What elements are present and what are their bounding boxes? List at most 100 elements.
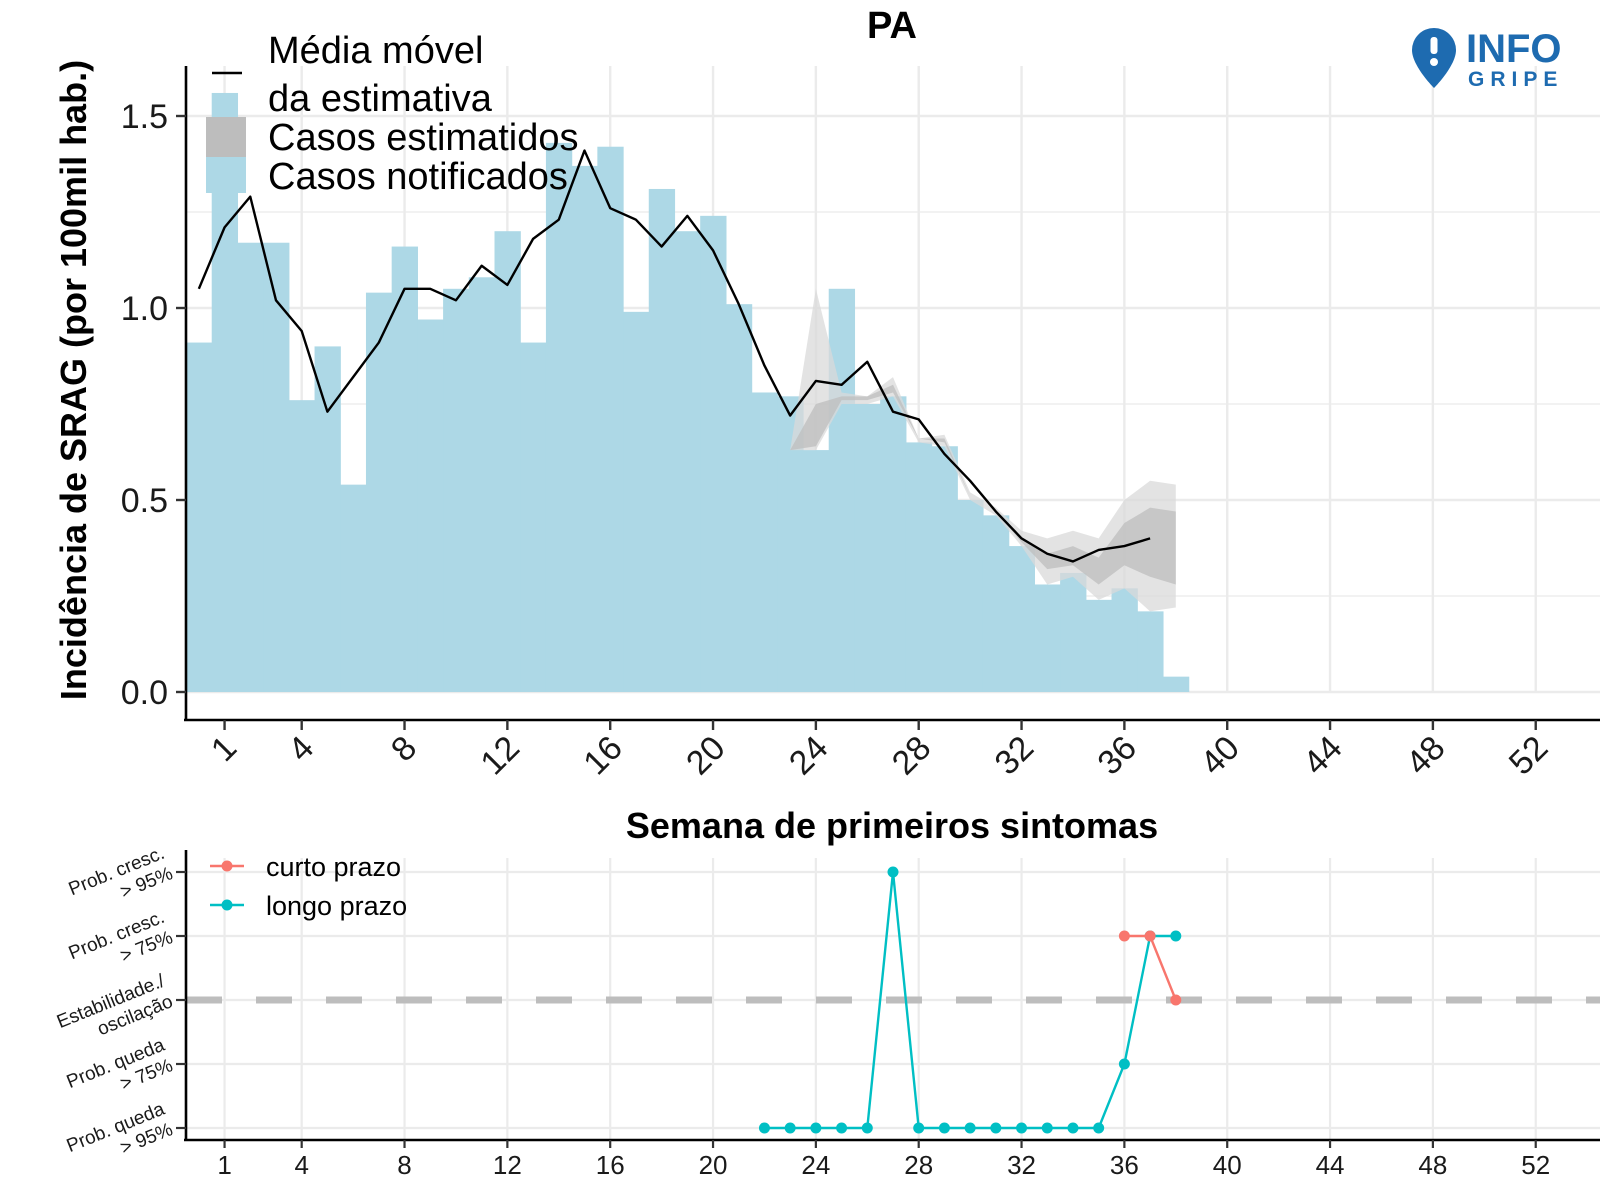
x-tick-label: 52 [1502, 729, 1556, 783]
notified-bar [520, 342, 547, 692]
trend-x-tick-label: 16 [596, 1150, 625, 1180]
notified-bar [186, 342, 213, 692]
trend-panel-background [186, 858, 1600, 1128]
trend-x-tick-label: 32 [1007, 1150, 1036, 1180]
trend-point [1118, 1058, 1130, 1070]
x-axis-label: Semana de primeiros sintomas [626, 805, 1158, 846]
x-tick-label: 20 [679, 729, 733, 783]
notified-bar [674, 231, 701, 692]
trend-legend: curto prazo longo prazo [210, 852, 407, 921]
trend-x-tick-label: 12 [493, 1150, 522, 1180]
legend-long-term-key [221, 899, 233, 911]
trend-x-tick-label: 44 [1316, 1150, 1345, 1180]
incidence-legend: Média móvel da estimativa Casos estimati… [206, 30, 578, 198]
notified-bar [854, 404, 881, 692]
moving-average-path [197, 149, 1151, 563]
notified-bar [905, 442, 933, 692]
notified-bar [365, 292, 393, 692]
trend-grid [186, 858, 1600, 1140]
y-axis-label: Incidência de SRAG (por 100mil hab.) [53, 60, 94, 700]
trend-point [990, 1122, 1002, 1134]
notified-bar [1060, 572, 1087, 692]
x-tick-label: 1 [204, 729, 244, 769]
notified-bar [623, 311, 650, 692]
notified-bar [314, 346, 341, 692]
y-tick-label: 1.0 [121, 290, 168, 328]
trend-x-tick-label: 28 [904, 1150, 933, 1180]
y-tick-label: 0.0 [121, 674, 168, 712]
trend-y-tick-label: Prob. queda> 95% [64, 1099, 176, 1159]
legend-moving-average-label-2: da estimativa [268, 78, 493, 120]
exclamation-icon [1430, 37, 1438, 54]
notified-bar [417, 319, 444, 692]
trend-point [758, 1122, 770, 1134]
trend-x-tick-label: 20 [699, 1150, 728, 1180]
trend-x-tick-label: 52 [1521, 1150, 1550, 1180]
notified-bar [571, 165, 598, 693]
trend-point [1067, 1122, 1079, 1134]
y-tick-label: 0.5 [121, 482, 168, 520]
x-tick-label: 16 [576, 729, 630, 783]
notified-bar [545, 142, 573, 692]
notified-bar [494, 231, 521, 692]
x-tick-label: 36 [1090, 729, 1144, 783]
trend-x-tick-label: 40 [1213, 1150, 1242, 1180]
incidence-axes [176, 66, 1600, 730]
x-tick-label: 4 [281, 729, 321, 769]
trend-point [1118, 930, 1130, 942]
notified-bar [340, 484, 367, 692]
notified-bar [468, 277, 496, 692]
trend-point [887, 866, 899, 878]
notified-bar [957, 500, 984, 692]
notified-bar [391, 246, 418, 692]
notified-bar [1111, 588, 1138, 692]
notified-bar [288, 400, 316, 692]
x-tick-label: 8 [384, 729, 424, 769]
notified-bar [597, 146, 624, 693]
x-tick-label: 48 [1399, 729, 1453, 783]
trend-point [861, 1122, 873, 1134]
notified-bar [1034, 584, 1061, 692]
notified-bar [700, 215, 727, 692]
moving-average-line [197, 149, 1151, 563]
estimated-band [790, 288, 1176, 612]
notified-bar [1137, 611, 1164, 692]
legend-moving-average-label-1: Média móvel [268, 30, 483, 72]
legend-notified-key [206, 157, 246, 193]
chart-title: PA [867, 5, 917, 47]
trend-point [810, 1122, 822, 1134]
trend-x-tick-label: 8 [397, 1150, 411, 1180]
legend-estimated-label: Casos estimatidos [268, 117, 578, 159]
x-tick-label: 44 [1296, 729, 1350, 783]
notified-bar [263, 242, 290, 692]
trend-x-tick-label: 4 [294, 1150, 308, 1180]
estimated-band-outer [790, 288, 1176, 612]
x-tick-label: 24 [782, 729, 836, 783]
trend-point [1041, 1122, 1053, 1134]
legend-notified-label: Casos notificados [268, 156, 568, 198]
notified-bar [443, 288, 470, 692]
logo-text-info: INFO [1466, 27, 1562, 71]
trend-point [1016, 1122, 1028, 1134]
notified-bar [1085, 599, 1113, 692]
notified-bar [1008, 546, 1035, 692]
x-tick-label: 28 [885, 729, 939, 783]
legend-long-term-label: longo prazo [266, 891, 407, 921]
logo-text-gripe: GRIPE [1468, 68, 1563, 91]
notified-bar [982, 515, 1010, 692]
legend-estimated-key [206, 117, 246, 157]
estimated-band-inner [790, 384, 1176, 585]
trend-point [1170, 930, 1182, 942]
legend-short-term-label: curto prazo [266, 852, 401, 882]
trend-x-tick-label: 1 [217, 1150, 231, 1180]
notified-bar [725, 304, 753, 692]
notified-bar [1162, 676, 1190, 692]
notified-bar [880, 396, 907, 692]
notified-bar [803, 450, 830, 692]
trend-point [913, 1122, 925, 1134]
notified-bar [648, 188, 676, 692]
infogripe-logo: INFO GRIPE [1412, 27, 1563, 91]
notified-bar [828, 288, 856, 692]
trend-series [758, 866, 1182, 1134]
